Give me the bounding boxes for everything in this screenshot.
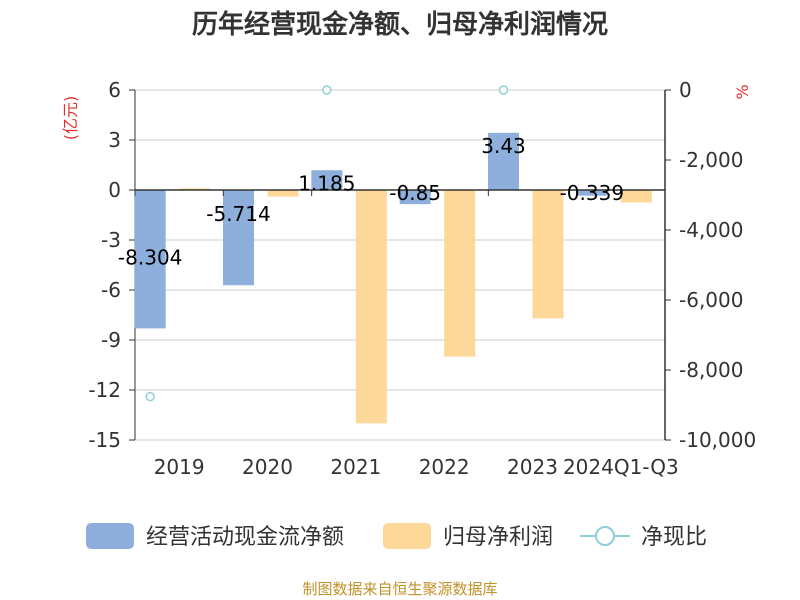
bar-cashflow (223, 190, 254, 286)
bar-net-profit (267, 190, 299, 197)
legend-swatch-ratio-marker (595, 526, 615, 546)
right-axis-tick-label: -8,000 (679, 358, 743, 382)
bar-cashflow (311, 170, 343, 190)
data-label: 1.185 (298, 171, 355, 195)
legend-swatch-cashflow (86, 523, 134, 549)
legend-label-cashflow: 经营活动现金流净额 (146, 525, 344, 550)
bar-cashflow (399, 190, 431, 205)
bar-net-profit (355, 190, 387, 424)
right-axis-tick-label: -4,000 (679, 218, 743, 242)
x-axis-tick-label: 2022 (419, 455, 470, 479)
x-axis-tick-label: 2021 (330, 455, 381, 479)
data-label: -8.304 (118, 245, 182, 269)
left-axis-tick-label: -12 (88, 378, 121, 402)
left-axis-tick-label: -15 (88, 428, 121, 452)
scatter-point (322, 85, 332, 95)
legend-swatch-net-profit (383, 523, 431, 549)
x-axis-tick-label: 2024Q1-Q3 (563, 455, 679, 479)
bar-cashflow (488, 132, 519, 190)
right-axis-unit: % (733, 84, 752, 99)
data-label: 3.43 (481, 134, 526, 158)
x-axis-tick-label: 2019 (154, 455, 205, 479)
data-source-note: 制图数据来自恒生聚源数据库 (302, 580, 498, 598)
chart-title: 历年经营现金净额、归母净利润情况 (191, 10, 608, 40)
scatter-point (145, 391, 155, 402)
data-label: -0.339 (560, 181, 624, 205)
legend-label-ratio: 净现比 (641, 525, 707, 550)
right-axis-tick-label: -2,000 (679, 148, 743, 172)
bar-net-profit (444, 190, 476, 357)
x-axis-tick-label: 2020 (242, 455, 293, 479)
bar-net-profit (532, 190, 564, 319)
right-axis-tick-label: -6,000 (679, 288, 743, 312)
bar-net-profit (179, 188, 211, 190)
left-axis-tick-label: -6 (101, 278, 121, 302)
left-axis-tick-label: 6 (108, 78, 121, 102)
bar-cashflow (576, 190, 608, 196)
data-label: -5.714 (206, 202, 270, 226)
left-axis-tick-label: -9 (101, 328, 121, 352)
scatter-point (498, 85, 509, 95)
legend-label-net-profit: 归母净利润 (443, 525, 553, 550)
right-axis-tick-label: -10,000 (679, 428, 756, 452)
right-axis-tick-label: 0 (679, 78, 692, 102)
left-axis-unit: (亿元) (61, 96, 80, 141)
left-axis-tick-label: -3 (101, 228, 121, 252)
bar-net-profit (620, 190, 652, 203)
x-axis-tick-label: 2023 (507, 455, 558, 479)
bar-cashflow (134, 190, 166, 329)
data-label: -0.85 (389, 181, 441, 205)
left-axis-tick-label: 3 (108, 128, 121, 152)
left-axis-tick-label: 0 (108, 178, 121, 202)
